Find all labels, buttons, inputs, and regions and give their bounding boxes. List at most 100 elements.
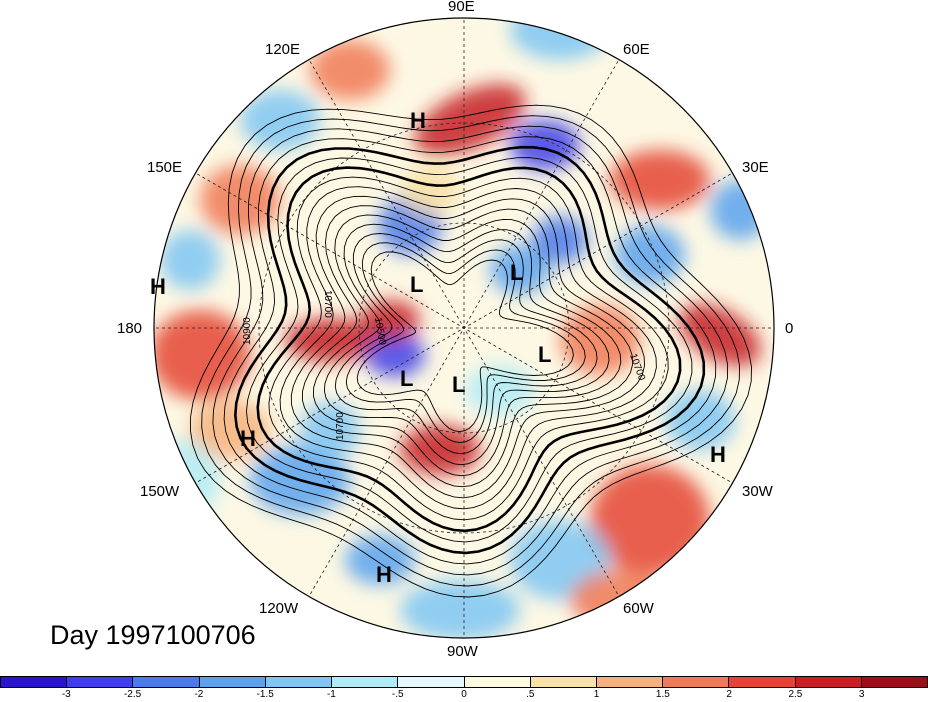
- lon-label-60w: 60W: [623, 600, 654, 617]
- anomaly-patch: [400, 425, 480, 475]
- lon-label-90e: 90E: [448, 0, 475, 15]
- height-contour: [201, 115, 740, 587]
- colorbar-tick-label: 3: [858, 689, 865, 700]
- colorbar-tick-label: 2: [726, 689, 732, 700]
- colorbar-tick-label: -2: [194, 689, 204, 700]
- colorbar-tick-label: -1.5: [256, 689, 274, 700]
- height-contour: [356, 251, 574, 433]
- colorbar-swatch: [663, 677, 730, 687]
- colorbar-swatch: [332, 677, 399, 687]
- anomaly-patch: [710, 180, 770, 240]
- height-contour: [212, 125, 729, 576]
- lon-label-120e: 120E: [265, 41, 301, 58]
- colorbar-tick-label: -1: [326, 689, 336, 700]
- height-contour: [233, 145, 706, 555]
- lon-label-180: 180: [117, 320, 143, 337]
- anomaly-field: [154, 18, 774, 638]
- colorbar-swatch: [398, 677, 465, 687]
- latitude-circle: [258, 122, 670, 534]
- colorbar-swatch: [1, 677, 68, 687]
- anomaly-patch: [200, 165, 280, 235]
- anomaly-patch: [665, 390, 735, 450]
- high-pressure-marker: H: [240, 426, 256, 451]
- anomaly-patch: [414, 84, 526, 156]
- low-pressure-marker: L: [510, 260, 523, 285]
- lon-label-90w: 90W: [447, 643, 478, 660]
- colorbar-tick-label: -.5: [391, 689, 404, 700]
- height-contour: [268, 176, 669, 521]
- date-title: Day 1997100706: [50, 620, 256, 650]
- height-contour: [312, 214, 622, 477]
- colorbar-tick-label: 1: [593, 689, 600, 700]
- colorbar-swatch: [133, 677, 200, 687]
- meridian-line: [186, 167, 742, 489]
- high-pressure-marker: H: [410, 108, 426, 133]
- height-contour: [334, 233, 598, 455]
- colorbar-swatch: [795, 677, 862, 687]
- colorbar-tick-label: 0: [461, 689, 467, 700]
- anomaly-patch: [560, 305, 640, 375]
- map-boundary: [153, 17, 775, 639]
- anomaly-patch: [360, 300, 420, 340]
- height-contour: [301, 205, 634, 488]
- contour-label: 10500: [372, 317, 388, 347]
- lon-label-0: 0: [785, 320, 794, 337]
- lon-label-30e: 30E: [742, 159, 769, 176]
- anomaly-patch: [510, 18, 610, 60]
- anomaly-patch: [532, 216, 588, 264]
- anomaly-patch: [679, 303, 761, 367]
- colorbar-swatch: [67, 677, 134, 687]
- anomaly-patch: [590, 465, 710, 575]
- anomaly-patch: [154, 310, 250, 400]
- contour-label: 10900: [242, 317, 253, 345]
- colorbar-swatch: [861, 677, 928, 687]
- height-contour: [323, 223, 610, 466]
- contour-label: 10700: [322, 290, 333, 318]
- anomaly-patch: [570, 570, 670, 630]
- colorbar-tick-label: .5: [526, 689, 535, 700]
- contour-label: 10700: [335, 412, 346, 440]
- lon-label-150w: 150W: [140, 483, 180, 500]
- anomaly-patch: [615, 225, 685, 285]
- colorbar: [0, 676, 928, 688]
- height-contour: [279, 186, 657, 510]
- graticule-lines: [154, 18, 774, 638]
- anomaly-patch: [400, 580, 520, 638]
- height-contour: [290, 195, 645, 499]
- anomaly-patch: [490, 245, 550, 295]
- colorbar-swatch: [265, 677, 333, 687]
- colorbar-swatch: [464, 677, 531, 687]
- colorbar-tick-label: 1.5: [655, 689, 670, 700]
- height-contour: [223, 136, 717, 565]
- latitude-circle: [358, 222, 570, 434]
- high-pressure-marker: H: [376, 562, 392, 587]
- low-pressure-marker: L: [400, 366, 413, 391]
- low-pressure-marker: L: [538, 342, 551, 367]
- height-contour: [190, 104, 752, 598]
- high-pressure-marker: H: [710, 442, 726, 467]
- colorbar-tick-label: 2.5: [788, 689, 803, 700]
- anomaly-patch: [160, 230, 220, 290]
- pressure-centers: H H H H H L L L L L: [150, 108, 726, 587]
- height-contour: [256, 166, 682, 533]
- lon-label-30w: 30W: [742, 483, 773, 500]
- anomaly-patch: [610, 150, 710, 210]
- height-contour: [345, 242, 586, 444]
- colorbar-swatch: [729, 677, 796, 687]
- lon-label-60e: 60E: [623, 41, 650, 58]
- colorbar-tick-label: -3: [61, 689, 71, 700]
- anomaly-patch: [345, 535, 415, 585]
- low-pressure-marker: L: [452, 372, 465, 397]
- colorbar-swatch: [530, 677, 597, 687]
- lon-label-150e: 150E: [147, 159, 183, 176]
- height-contours: [190, 104, 752, 598]
- anomaly-patch: [400, 165, 460, 215]
- colorbar-swatch: [199, 677, 266, 687]
- height-contour: [246, 157, 693, 543]
- anomaly-patch: [190, 400, 270, 460]
- colorbar-tick-label: -2.5: [123, 689, 142, 700]
- colorbar-swatch: [596, 677, 664, 687]
- lon-label-120w: 120W: [259, 600, 299, 617]
